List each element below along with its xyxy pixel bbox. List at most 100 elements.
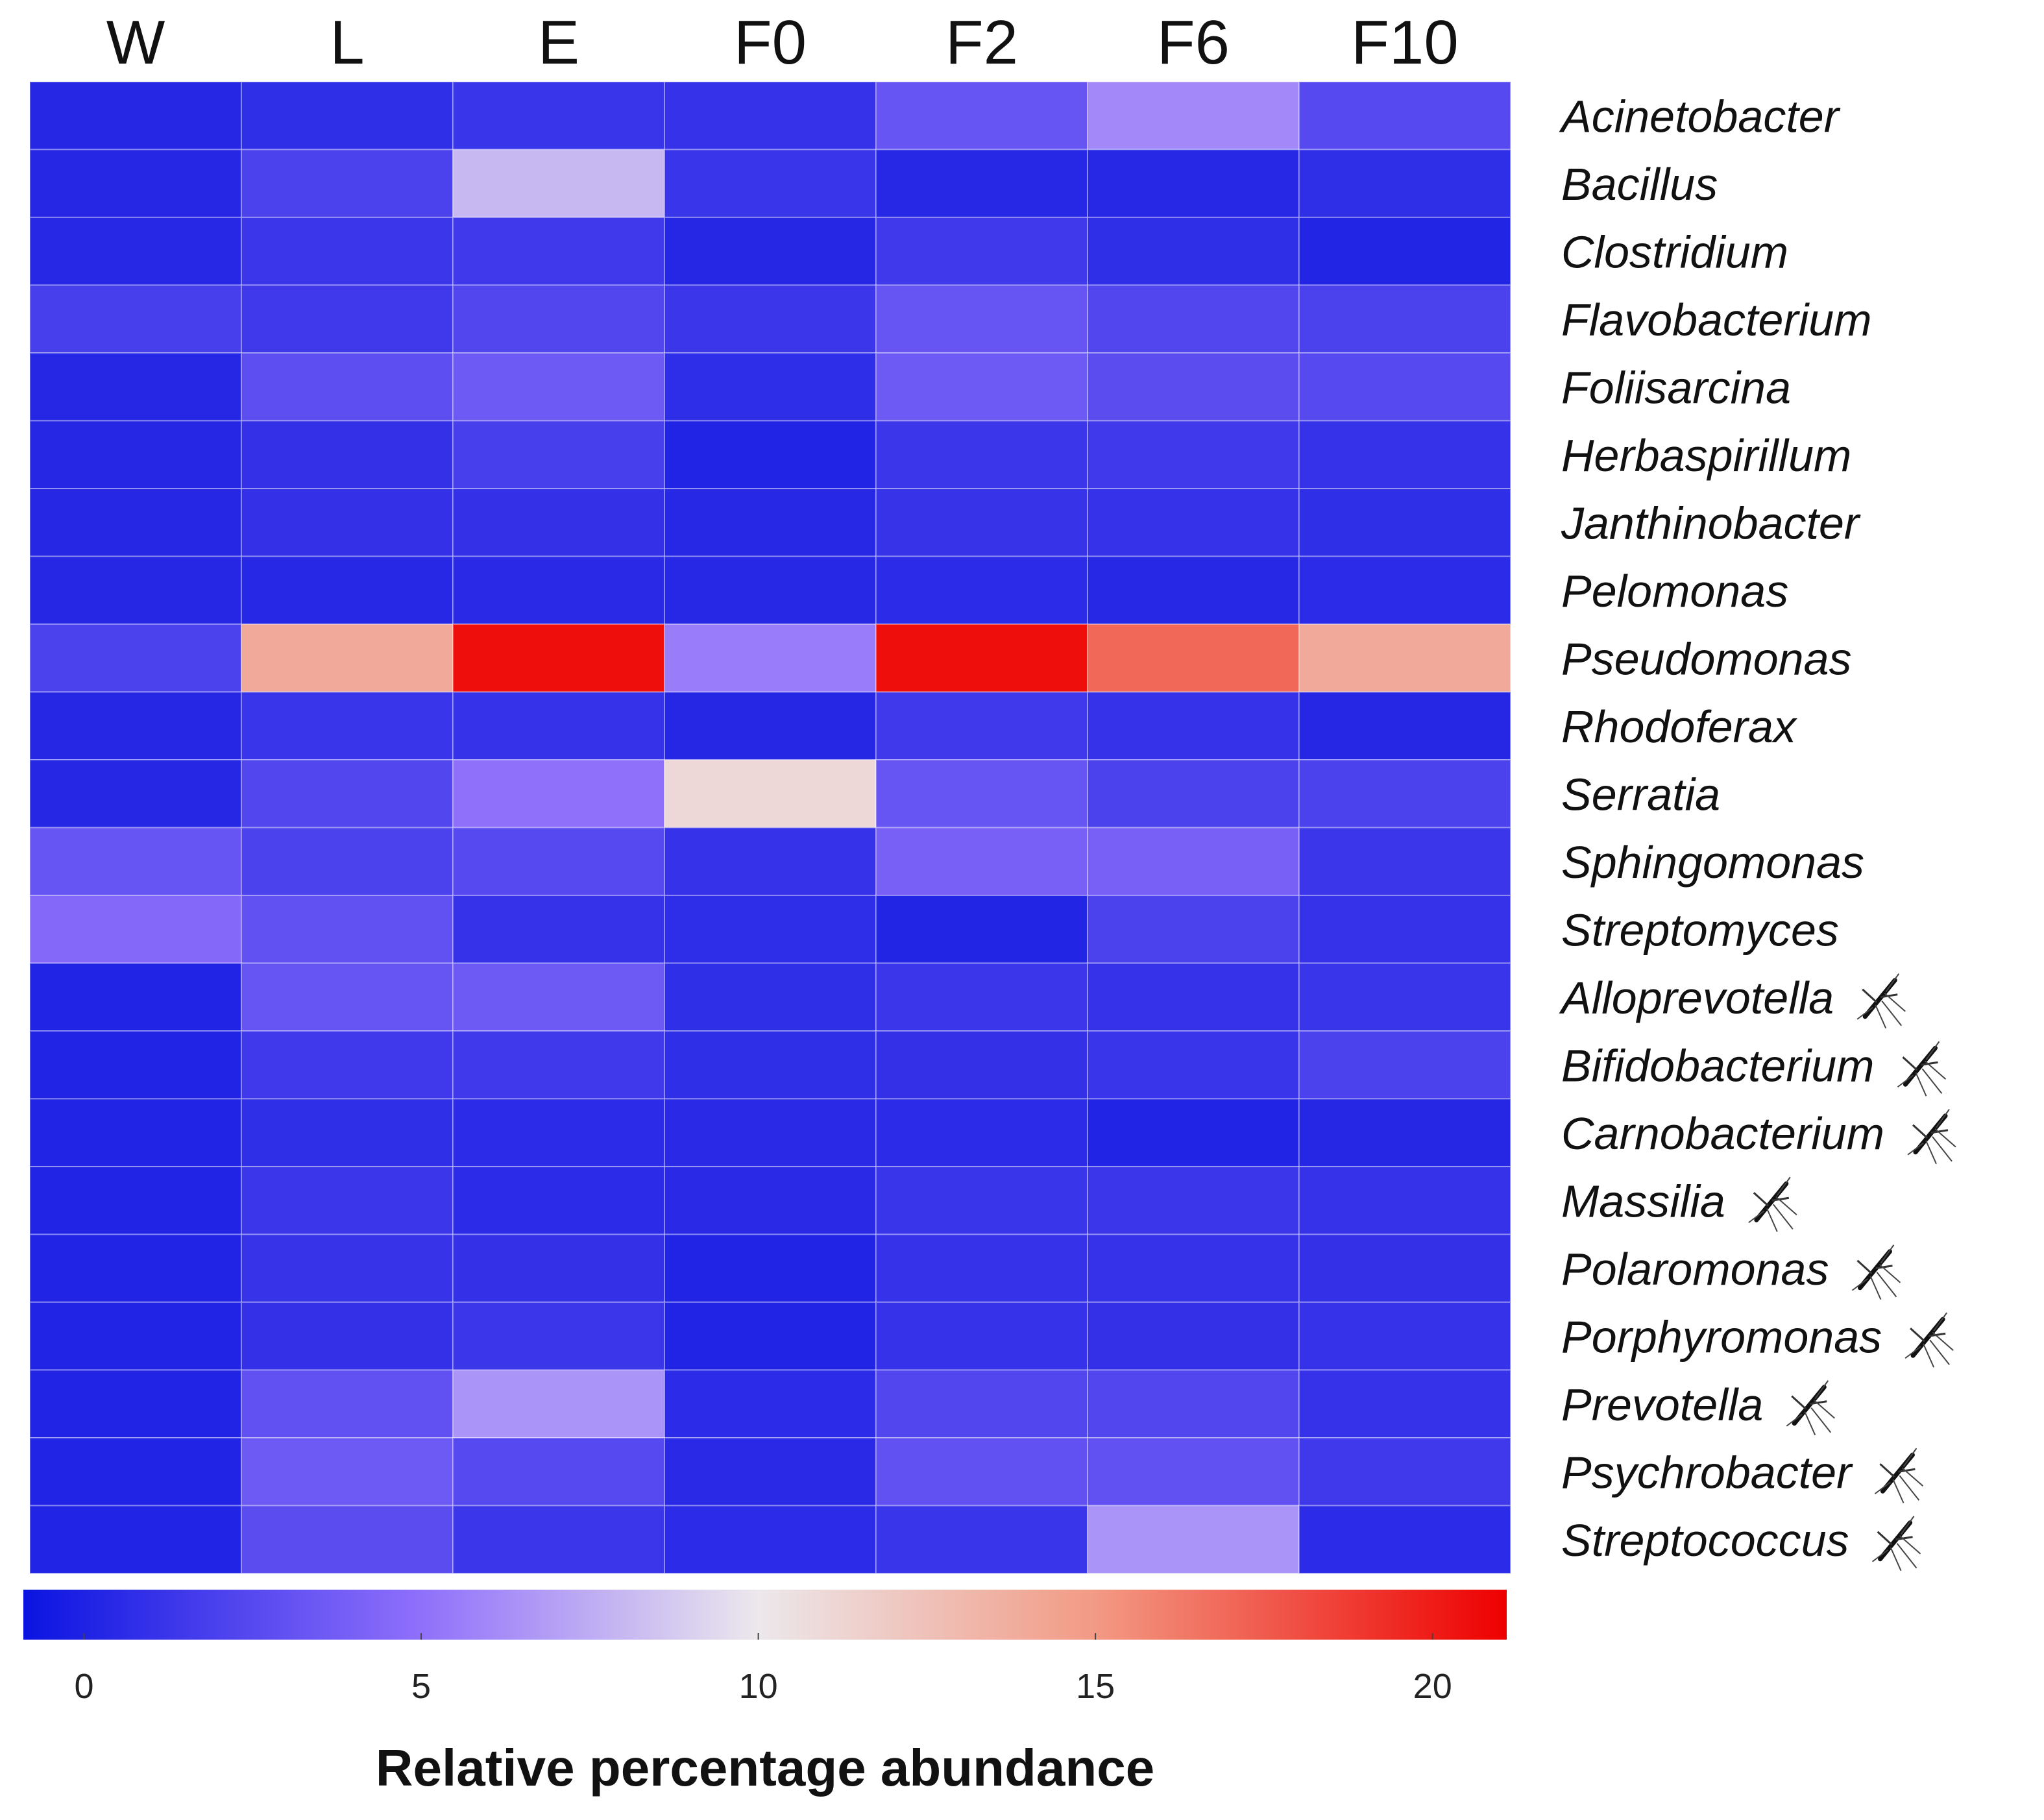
heatmap-cell: [1298, 555, 1511, 625]
row-label-herbaspirillum: Herbaspirillum: [1561, 430, 1851, 481]
heatmap-cell: [452, 1030, 665, 1100]
heatmap-cell: [29, 284, 242, 354]
row-label-massilia: Massilia: [1561, 1176, 1725, 1226]
heatmap-cell: [452, 1166, 665, 1235]
heatmap-cell: [875, 1437, 1088, 1507]
heatmap-cell: [875, 624, 1088, 693]
heatmap-cell: [875, 1030, 1088, 1100]
heatmap-cell: [1298, 488, 1511, 557]
heatmap-cell: [452, 352, 665, 422]
heatmap-cell: [241, 555, 454, 625]
heatmap-cell: [664, 1166, 877, 1235]
heatmap-cell: [664, 149, 877, 218]
colorbar-tick-label: 20: [1413, 1667, 1452, 1706]
row-label-porphyromonas: Porphyromonas: [1561, 1311, 1882, 1362]
heatmap-cell: [664, 759, 877, 829]
heatmap-cell: [241, 827, 454, 896]
heatmap-cell: [875, 555, 1088, 625]
row-label-serratia: Serratia: [1561, 769, 1720, 819]
heatmap-cell: [452, 217, 665, 286]
heatmap-cell: [1087, 759, 1300, 829]
heatmap-cell: [664, 352, 877, 422]
heatmap-cell: [241, 1505, 454, 1574]
colorbar-ticks: 0 5 10 15 20: [74, 1633, 1452, 1706]
heatmap-cell: [452, 624, 665, 693]
heatmap-cell: [1087, 1302, 1300, 1371]
heatmap-cell: [29, 827, 242, 896]
colorbar-tick-label: 0: [74, 1667, 93, 1706]
heatmap-cell: [875, 81, 1088, 151]
heatmap-cell: [452, 420, 665, 489]
row-label-pelomonas: Pelomonas: [1561, 566, 1788, 616]
heatmap-cell: [664, 1030, 877, 1100]
heatmap-cell: [875, 895, 1088, 964]
heatmap-cell: [241, 759, 454, 829]
heatmap-cell: [241, 149, 454, 218]
heatmap-cell: [452, 1369, 665, 1438]
column-labels: W L E F0 F2 F6 F10: [106, 8, 1459, 77]
heatmap-cell: [1087, 488, 1300, 557]
heatmap-cell: [29, 1302, 242, 1371]
column-label-e: E: [538, 8, 579, 77]
heatmap-cell: [29, 1166, 242, 1235]
heatmap-cell: [664, 81, 877, 151]
heatmap-cell: [875, 1369, 1088, 1438]
heatmap-cell: [664, 895, 877, 964]
heatmap-cell: [1087, 81, 1300, 151]
row-markers: [1748, 973, 1956, 1571]
column-label-l: L: [330, 8, 364, 77]
heatmap-cell: [29, 962, 242, 1032]
heatmap-cell: [241, 1098, 454, 1167]
heatmap-cell: [241, 1302, 454, 1371]
heatmap-cell: [1298, 1437, 1511, 1507]
heatmap-cell: [1298, 81, 1511, 151]
heatmap-cell: [241, 624, 454, 693]
colorbar-tick-label: 5: [411, 1667, 431, 1706]
row-label-sphingomonas: Sphingomonas: [1561, 837, 1864, 888]
column-label-f6: F6: [1157, 8, 1230, 77]
row-label-psychrobacter: Psychrobacter: [1561, 1447, 1853, 1498]
row-label-streptomyces: Streptomyces: [1561, 904, 1839, 955]
heatmap-cells: [29, 81, 1511, 1574]
heatmap-cell: [664, 1369, 877, 1438]
heatmap-cell: [1298, 1369, 1511, 1438]
heatmap-cell: [875, 1166, 1088, 1235]
heatmap-cell: [1087, 555, 1300, 625]
heatmap-cell: [1087, 1369, 1300, 1438]
mosquito-icon: [1874, 1448, 1924, 1503]
heatmap-cell: [241, 284, 454, 354]
heatmap-cell: [664, 827, 877, 896]
mosquito-icon: [1871, 1516, 1921, 1571]
heatmap-cell: [1087, 217, 1300, 286]
heatmap-cell: [29, 217, 242, 286]
heatmap-cell: [452, 1233, 665, 1303]
heatmap-cell: [1087, 827, 1300, 896]
row-label-alloprevotella: Alloprevotella: [1559, 973, 1834, 1023]
heatmap-cell: [1087, 1030, 1300, 1100]
heatmap-cell: [29, 1098, 242, 1167]
heatmap-cell: [29, 1233, 242, 1303]
heatmap-cell: [1298, 1505, 1511, 1574]
mosquito-icon: [1748, 1176, 1797, 1232]
heatmap-cell: [875, 217, 1088, 286]
mosquito-icon: [1904, 1312, 1954, 1368]
colorbar: [23, 1590, 1507, 1640]
heatmap-cell: [1087, 1166, 1300, 1235]
row-label-bacillus: Bacillus: [1561, 159, 1718, 210]
heatmap-cell: [664, 1098, 877, 1167]
mosquito-icon: [1786, 1380, 1835, 1436]
heatmap-cell: [241, 962, 454, 1032]
mosquito-icon: [1851, 1244, 1901, 1300]
heatmap-cell: [1087, 962, 1300, 1032]
heatmap-cell: [1087, 1098, 1300, 1167]
heatmap-cell: [241, 488, 454, 557]
row-label-polaromonas: Polaromonas: [1561, 1244, 1829, 1294]
heatmap-cell: [29, 555, 242, 625]
heatmap-cell: [241, 1030, 454, 1100]
heatmap-cell: [1298, 1302, 1511, 1371]
mosquito-icon: [1907, 1109, 1956, 1165]
heatmap-cell: [664, 624, 877, 693]
heatmap-cell: [1087, 624, 1300, 693]
